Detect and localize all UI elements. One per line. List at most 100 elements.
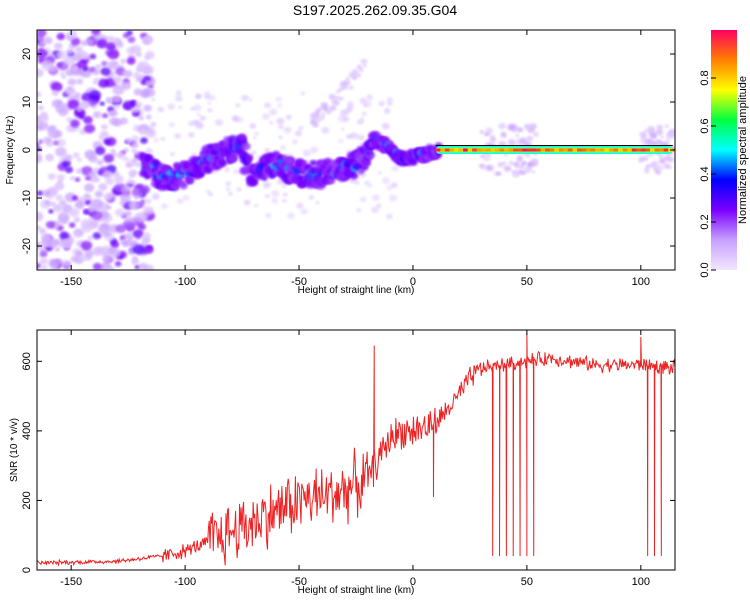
spectrogram-blob: [650, 126, 655, 131]
spectrogram-blob: [214, 119, 224, 126]
spectrogram-blob: [341, 84, 349, 90]
spectrogram-blob: [49, 125, 57, 131]
spectrogram-blob: [278, 124, 284, 130]
spectrogram-blob: [356, 73, 362, 78]
snr-x-tick-label: 0: [410, 576, 416, 588]
spectrogram-blob: [85, 38, 94, 46]
spectrogram-blob: [271, 197, 279, 204]
spectrogram-blob: [122, 156, 129, 162]
spectrogram-blob: [132, 72, 141, 79]
spectrogram-blob: [37, 57, 46, 64]
spectrogram-blob: [107, 36, 115, 42]
spectrogram-blob: [141, 185, 151, 194]
spectrogram-x-tick-label: 50: [521, 276, 533, 288]
spectrogram-blob: [341, 127, 345, 131]
spectrogram-blob: [62, 160, 71, 168]
spectrogram-blob: [84, 124, 96, 134]
tone-line-segment: [472, 148, 478, 152]
spectrogram-blob: [93, 111, 102, 119]
spectrogram-blob: [127, 201, 136, 209]
spectrogram-blob: [160, 136, 166, 141]
spectrogram-blob: [51, 99, 62, 108]
snr-frame: [36, 329, 676, 571]
spectrogram-blob: [81, 240, 93, 251]
spectrogram-blob: [56, 62, 63, 68]
spectrogram-blob: [486, 164, 495, 172]
spectrogram-blob: [112, 118, 123, 127]
spectrogram-blob: [238, 133, 247, 141]
spectrogram-blob: [93, 200, 99, 205]
spectrogram-blob: [203, 91, 211, 97]
spectrogram-blob: [96, 39, 108, 49]
spectrogram-blob: [134, 195, 139, 200]
spectrogram-blob: [143, 104, 152, 112]
tone-line-segment: [567, 148, 573, 152]
spectrogram-blob: [45, 220, 55, 229]
snr-x-tick-label: -150: [60, 576, 82, 588]
spectrogram-blob: [285, 114, 292, 120]
spectrogram-blob: [63, 154, 73, 162]
tone-line-segment: [526, 148, 532, 152]
spectrogram-blob: [95, 146, 106, 156]
spectrogram-blob: [57, 211, 70, 222]
spectrogram-blob: [649, 132, 657, 139]
spectrogram-blob: [503, 165, 512, 172]
spectrogram-blob: [75, 250, 84, 258]
colorbar-tick-label: 0.4: [699, 166, 711, 181]
spectrogram-blob: [316, 118, 322, 123]
spectrogram-blob: [207, 107, 213, 113]
spectrogram-blob: [37, 225, 42, 231]
spectrogram-blob: [361, 111, 367, 117]
tone-line-segment: [640, 148, 646, 152]
spectrogram-blob: [83, 209, 90, 215]
spectrogram-blob: [138, 115, 144, 121]
spectrogram-blob: [75, 168, 83, 174]
spectrogram-blob: [370, 206, 379, 214]
spectrogram-blob: [103, 153, 115, 163]
spectrogram-blob: [101, 60, 108, 67]
spectrogram-blob: [512, 170, 521, 178]
spectrogram-blob: [107, 61, 117, 70]
spectrogram-blob: [74, 177, 81, 183]
spectrogram-blob: [37, 190, 44, 196]
spectrogram-blob: [314, 109, 321, 115]
spectrogram-blob: [62, 260, 71, 267]
tone-line-segment: [499, 148, 505, 152]
spectrogram-blob: [122, 32, 130, 39]
spectrogram-blob: [386, 97, 394, 103]
spectrogram-blob: [121, 240, 130, 247]
spectrogram-blob: [348, 85, 354, 90]
spectrogram-blob: [143, 245, 154, 254]
spectrogram-blob: [105, 42, 116, 51]
spectrogram-blob: [37, 30, 47, 38]
spectrogram-blobs: [37, 30, 675, 270]
tone-line-segment: [581, 148, 587, 152]
spectrogram-blob: [88, 66, 96, 73]
colorbar-ticks: 0.0 0.2 0.4 0.6 0.8: [699, 70, 716, 278]
spectrogram-blob: [37, 262, 41, 269]
spectrogram-blob: [72, 53, 82, 62]
snr-y-tick-label: 200: [21, 491, 33, 509]
spectrogram-blob: [108, 111, 115, 116]
tone-line-segment: [663, 148, 669, 152]
spectrogram-blob: [321, 126, 330, 134]
spectrogram-blob: [262, 113, 270, 120]
tone-line-segment: [608, 148, 614, 152]
spectrogram-blob: [59, 231, 70, 240]
spectrogram-blob: [43, 36, 53, 45]
tone-line-segment: [449, 148, 455, 152]
spectrogram-blob: [375, 203, 382, 209]
spectrogram-blob: [281, 198, 287, 203]
spectrogram-blob: [320, 112, 326, 116]
spectrogram-blob: [56, 138, 66, 147]
spectrogram-blob: [138, 183, 144, 189]
spectrogram-blob: [105, 177, 115, 186]
tone-line-segment: [494, 148, 500, 152]
tone-line-segment: [453, 148, 459, 152]
spectrogram-blob: [129, 173, 135, 178]
tone-line-segment: [531, 148, 537, 152]
spectrogram-blob: [132, 244, 145, 255]
spectrogram-blob: [51, 90, 59, 97]
spectrogram-blob: [142, 207, 150, 213]
spectrogram-blob: [37, 139, 44, 144]
